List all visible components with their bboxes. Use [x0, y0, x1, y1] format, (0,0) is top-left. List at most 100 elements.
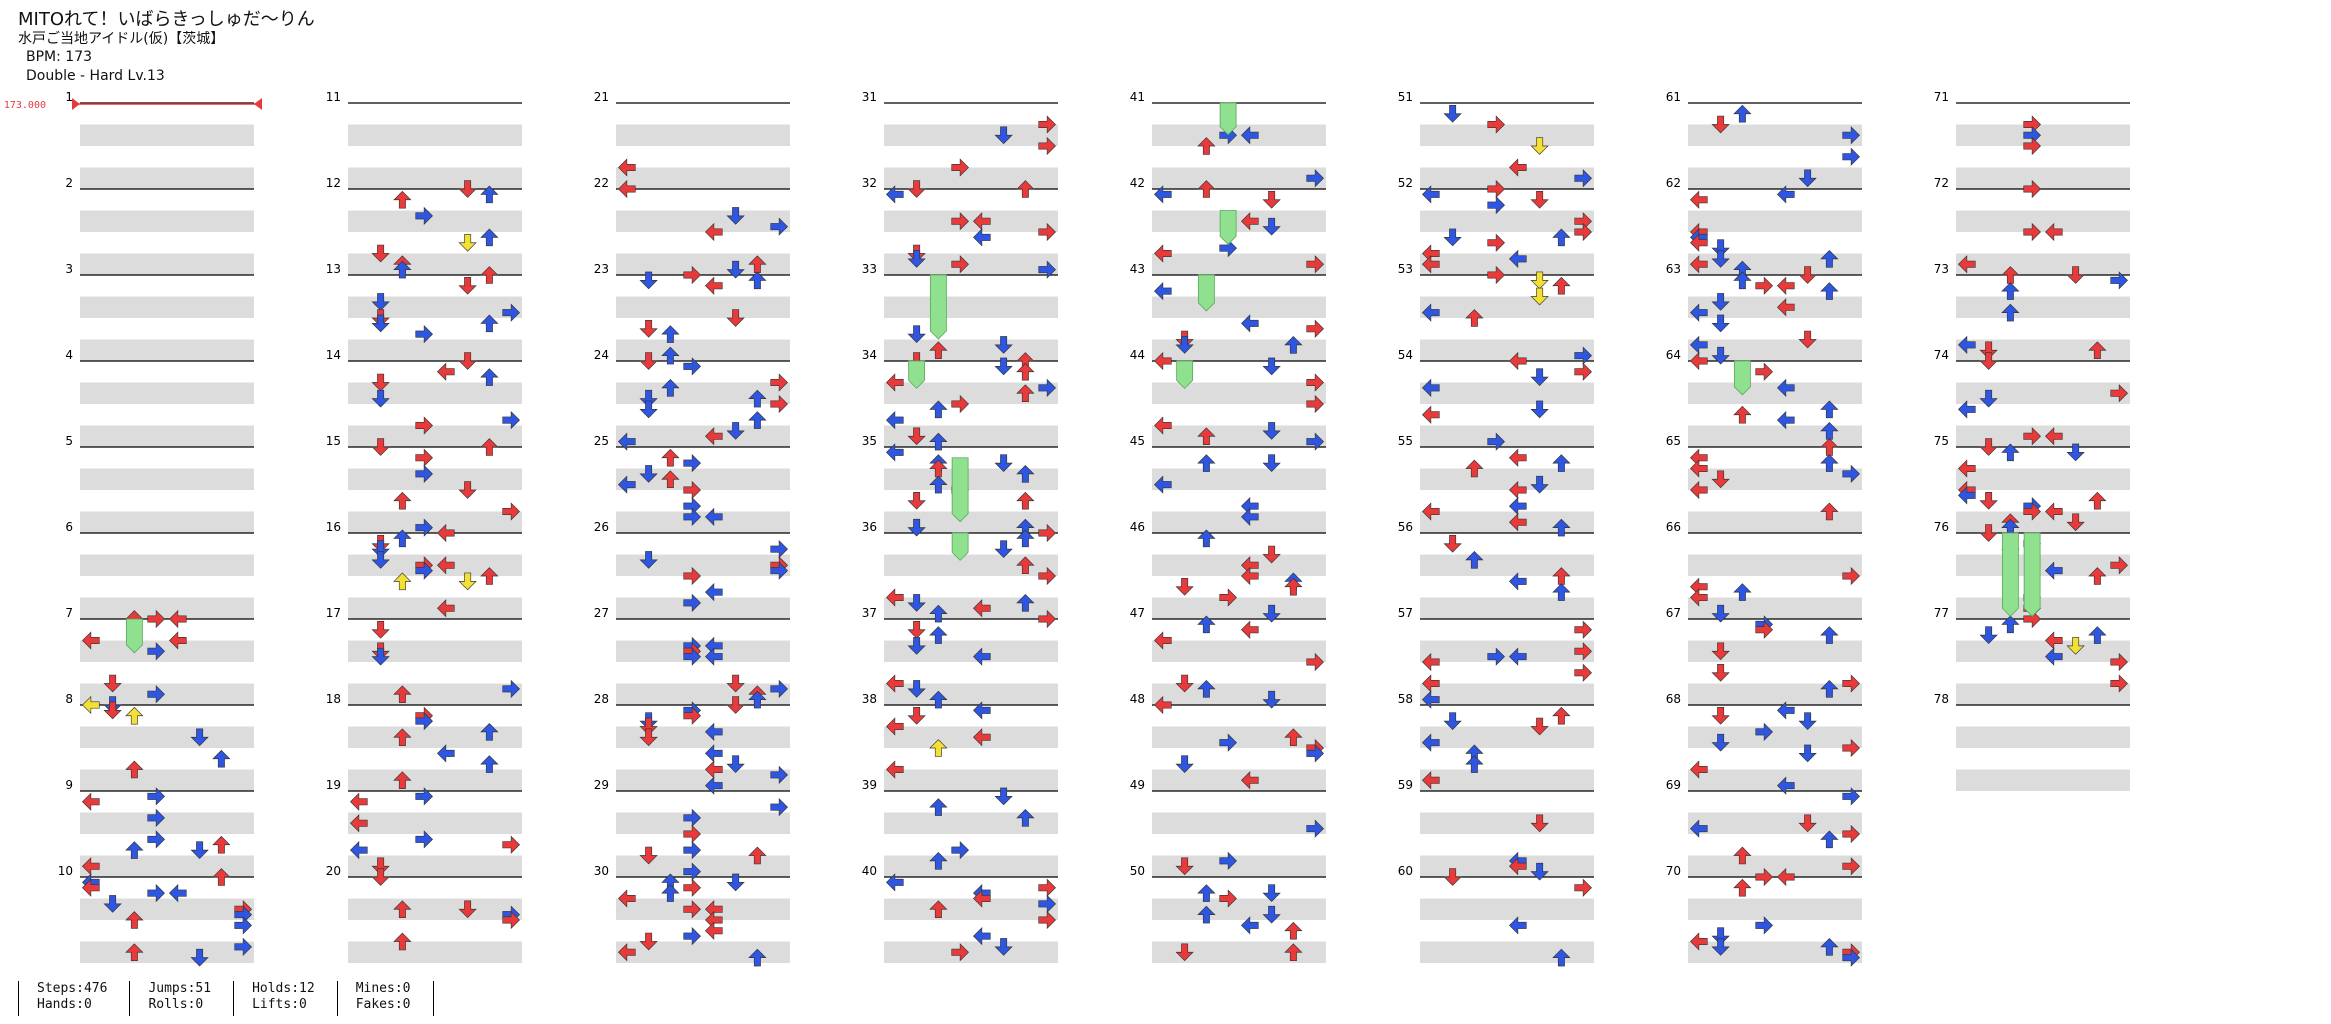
measure-number: 26 [594, 520, 609, 534]
arrow-down-icon [1979, 626, 1998, 644]
arrow-down-icon [1443, 868, 1462, 886]
measure-number: 23 [594, 262, 609, 276]
arrow-left-icon [973, 728, 991, 747]
measure: 78 [1934, 692, 2130, 791]
beat-band [1688, 640, 1862, 662]
arrow-left-icon [2045, 647, 2063, 666]
arrow-down-icon [1530, 287, 1549, 306]
arrow-down-icon [1979, 341, 1998, 360]
measure-number: 14 [326, 348, 341, 362]
measure-number: 35 [862, 434, 877, 448]
measure: 28 [594, 692, 790, 791]
measure-number: 51 [1398, 90, 1413, 104]
arrow-up-icon [393, 572, 412, 591]
arrow-left-icon [886, 410, 904, 430]
arrow-right-icon [683, 706, 701, 725]
arrow-down-icon [1443, 228, 1462, 247]
arrow-down-icon [639, 389, 658, 408]
beat-band [1956, 683, 2130, 705]
beat-band [1688, 726, 1862, 748]
beat-band [80, 640, 254, 662]
stats-group: Mines:0 Fakes:0 [336, 981, 434, 1016]
arrow-right-icon [2110, 652, 2128, 672]
stat-holds: Holds:12 [252, 981, 315, 996]
arrow-right-icon [1842, 566, 1860, 586]
arrow-right-icon [415, 206, 433, 226]
beat-band [1152, 253, 1326, 275]
arrow-down-icon [994, 787, 1013, 806]
arrow-left-icon [1958, 335, 1976, 355]
arrow-left-icon [886, 373, 904, 392]
arrow-left-icon [169, 609, 187, 629]
arrow-right-icon [2023, 427, 2041, 446]
arrow-down-icon [371, 373, 390, 392]
arrow-left-icon [705, 507, 723, 527]
measure: 47 [1130, 606, 1326, 705]
beat-band [1956, 597, 2130, 619]
measure: 36 [862, 520, 1058, 619]
measure-number: 39 [862, 778, 877, 792]
arrow-left-icon [1422, 733, 1440, 752]
measure-number: 9 [65, 778, 73, 792]
arrow-down-icon [1262, 191, 1281, 209]
arrow-down-icon [1711, 733, 1730, 752]
arrow-up-icon [2001, 303, 2020, 322]
arrow-down-icon [1711, 314, 1730, 333]
arrow-up-icon [480, 567, 499, 585]
arrow-left-icon [1690, 588, 1708, 607]
arrow-up-icon [125, 706, 144, 725]
measure: 23 [594, 262, 790, 361]
arrow-down-icon [1979, 438, 1998, 456]
arrow-down-icon [639, 932, 658, 951]
arrow-down-icon [458, 900, 477, 919]
arrow-right-icon [1038, 136, 1056, 156]
arrow-right-icon [415, 324, 433, 344]
chart-header: MITOれて！いばらきっしゅだ～りん 水戸ご当地アイドル(仮)【茨城】 BPM:… [18, 9, 315, 86]
arrow-down-icon [371, 647, 390, 666]
arrow-down-icon [371, 244, 390, 263]
arrow-right-icon [1842, 787, 1860, 806]
arrow-up-icon [1820, 400, 1839, 419]
arrow-up-icon [1820, 680, 1839, 698]
measure-number: 21 [594, 90, 609, 104]
arrow-down-icon [1530, 475, 1549, 494]
arrow-down-icon [639, 352, 658, 370]
arrow-left-icon [1509, 158, 1527, 177]
arrow-right-icon [1306, 169, 1324, 188]
measure: 66 [1666, 520, 1862, 619]
arrow-left-icon [886, 588, 904, 607]
arrow-right-icon [234, 916, 252, 935]
arrow-up-icon [1016, 809, 1035, 827]
beat-band [80, 210, 254, 232]
arrow-down-icon [907, 680, 926, 698]
arrow-right-icon [1842, 674, 1860, 693]
arrow-left-icon [1241, 507, 1259, 527]
arrow-down-icon [726, 755, 745, 773]
arrow-up-icon [1552, 518, 1571, 537]
beat-band [1420, 124, 1594, 146]
beat-band [1152, 855, 1326, 877]
arrow-left-icon [1154, 416, 1172, 435]
arrow-right-icon [951, 394, 969, 414]
arrow-right-icon [234, 937, 252, 957]
arrow-up-icon [748, 948, 767, 967]
measure: 9 [65, 778, 254, 877]
arrow-down-icon [1711, 346, 1730, 365]
beat-band [616, 726, 790, 748]
measure-number: 67 [1666, 606, 1681, 620]
arrow-down-icon [639, 551, 658, 569]
arrow-left-icon [1777, 410, 1795, 430]
arrow-up-icon [1197, 137, 1216, 155]
difficulty-label: Double - Hard Lv.13 [26, 68, 165, 84]
arrow-left-icon [1154, 631, 1172, 650]
arrow-down-icon [639, 465, 658, 483]
arrow-down-icon [2066, 443, 2085, 462]
beat-band [616, 167, 790, 189]
arrow-right-icon [415, 416, 433, 435]
beat-band [80, 511, 254, 533]
arrow-down-icon [1262, 422, 1281, 440]
hold-note [1219, 102, 1237, 136]
arrow-up-icon [748, 271, 767, 290]
beat-band [1688, 683, 1862, 705]
measure: 6 [65, 520, 254, 619]
